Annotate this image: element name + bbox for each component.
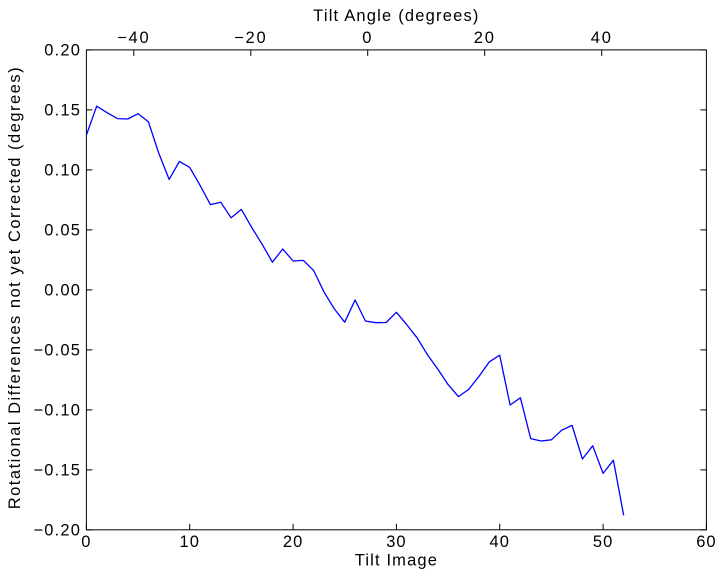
svg-text:20: 20 [283, 533, 303, 551]
svg-text:0.20: 0.20 [44, 42, 81, 60]
svg-text:0.00: 0.00 [44, 282, 81, 300]
svg-text:60: 60 [696, 533, 716, 551]
svg-text:Rotational Differences not yet: Rotational Differences not yet Corrected… [6, 66, 24, 509]
svg-text:0: 0 [81, 533, 91, 551]
svg-text:40: 40 [591, 29, 613, 47]
svg-text:−0.20: −0.20 [33, 522, 81, 540]
svg-text:40: 40 [490, 533, 510, 551]
svg-text:−0.10: −0.10 [33, 402, 81, 420]
svg-text:10: 10 [180, 533, 200, 551]
svg-text:20: 20 [474, 29, 496, 47]
svg-text:Tilt Image: Tilt Image [355, 552, 438, 570]
svg-text:0.10: 0.10 [44, 162, 81, 180]
svg-text:0: 0 [362, 29, 373, 47]
svg-text:0.15: 0.15 [44, 102, 81, 120]
svg-text:Tilt Angle (degrees): Tilt Angle (degrees) [313, 7, 479, 25]
svg-text:−0.05: −0.05 [33, 342, 81, 360]
svg-text:0.05: 0.05 [44, 222, 81, 240]
svg-text:−20: −20 [234, 29, 267, 47]
svg-text:50: 50 [593, 533, 613, 551]
svg-text:30: 30 [386, 533, 406, 551]
svg-text:−40: −40 [117, 29, 150, 47]
svg-text:−0.15: −0.15 [33, 462, 81, 480]
